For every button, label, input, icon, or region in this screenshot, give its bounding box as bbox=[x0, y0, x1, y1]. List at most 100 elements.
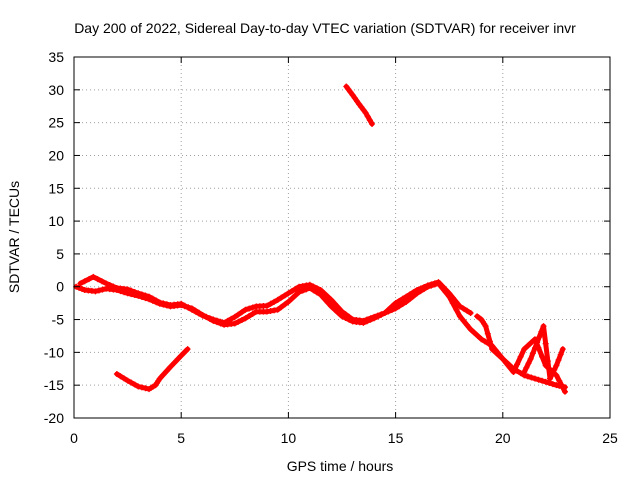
data-point bbox=[138, 291, 145, 298]
data-point bbox=[221, 319, 228, 326]
data-point bbox=[399, 301, 406, 308]
data-point bbox=[98, 278, 105, 285]
data-point bbox=[281, 301, 288, 308]
data-point bbox=[503, 360, 510, 367]
data-point bbox=[113, 371, 120, 378]
data-point bbox=[288, 295, 295, 302]
data-point bbox=[374, 312, 381, 319]
data-point bbox=[453, 299, 460, 306]
data-point bbox=[366, 117, 373, 124]
data-point bbox=[542, 378, 549, 385]
data-point bbox=[385, 306, 392, 313]
data-point bbox=[453, 306, 460, 313]
data-point bbox=[131, 288, 138, 295]
data-point bbox=[263, 302, 270, 309]
data-point bbox=[271, 307, 278, 314]
data-point bbox=[92, 288, 99, 295]
data-point bbox=[285, 290, 292, 297]
data-point bbox=[367, 315, 374, 322]
data-point bbox=[339, 308, 345, 315]
data-point bbox=[281, 292, 288, 299]
data-point bbox=[94, 276, 101, 283]
data-point bbox=[535, 376, 542, 383]
data-point bbox=[521, 369, 528, 376]
data-point bbox=[238, 316, 245, 323]
data-point bbox=[559, 383, 566, 390]
data-point bbox=[185, 304, 192, 311]
data-point bbox=[481, 338, 488, 345]
data-point bbox=[546, 379, 553, 386]
data-point bbox=[396, 297, 403, 304]
y-axis-label: SDTVAR / TECUs bbox=[6, 181, 22, 293]
data-point bbox=[514, 361, 521, 368]
data-point bbox=[217, 318, 224, 325]
data-point bbox=[142, 385, 149, 392]
data-point bbox=[156, 299, 163, 306]
data-point bbox=[135, 290, 142, 297]
data-point bbox=[406, 291, 413, 298]
data-point bbox=[561, 388, 568, 395]
data-point bbox=[131, 381, 138, 388]
data-point bbox=[378, 311, 385, 318]
data-point bbox=[274, 306, 281, 313]
data-point bbox=[271, 298, 278, 305]
data-point bbox=[124, 377, 131, 384]
data-point bbox=[242, 315, 249, 322]
data-point bbox=[364, 113, 371, 120]
data-point bbox=[306, 281, 313, 288]
data-point bbox=[199, 312, 206, 319]
data-point bbox=[431, 280, 438, 287]
data-point bbox=[456, 303, 463, 310]
data-point bbox=[249, 310, 256, 317]
data-point bbox=[362, 109, 369, 116]
y-tick-label: 5 bbox=[56, 246, 64, 262]
data-point bbox=[360, 317, 367, 324]
data-point bbox=[523, 364, 530, 371]
data-point bbox=[324, 293, 331, 300]
series-high-track bbox=[343, 83, 376, 127]
data-point bbox=[521, 346, 528, 353]
data-point bbox=[449, 294, 456, 301]
data-point bbox=[224, 317, 231, 324]
data-point bbox=[81, 278, 88, 285]
data-point bbox=[160, 371, 167, 378]
data-point bbox=[506, 364, 513, 371]
data-point bbox=[540, 323, 547, 330]
x-tick-label: 20 bbox=[495, 430, 511, 446]
data-point bbox=[417, 285, 424, 292]
data-point bbox=[296, 283, 303, 290]
data-point bbox=[403, 298, 410, 305]
data-point bbox=[439, 282, 446, 289]
data-point bbox=[482, 323, 489, 330]
data-point bbox=[321, 290, 328, 297]
data-point bbox=[288, 288, 295, 295]
data-point bbox=[246, 313, 253, 320]
data-point bbox=[421, 283, 428, 290]
data-point bbox=[278, 294, 285, 301]
data-point bbox=[110, 283, 117, 290]
data-point bbox=[464, 322, 471, 329]
data-point bbox=[263, 308, 270, 315]
data-point bbox=[410, 289, 417, 296]
data-point bbox=[138, 384, 145, 391]
data-point bbox=[524, 342, 531, 349]
data-point bbox=[354, 98, 361, 105]
data-point bbox=[525, 360, 532, 367]
data-point bbox=[549, 371, 556, 378]
data-point bbox=[424, 282, 431, 289]
series-offset-track bbox=[77, 273, 474, 326]
data-point bbox=[285, 298, 292, 305]
y-tick-label: 20 bbox=[48, 147, 64, 163]
data-point bbox=[213, 317, 220, 324]
data-point bbox=[106, 281, 113, 288]
data-point bbox=[371, 313, 378, 320]
data-point bbox=[331, 300, 338, 307]
data-point bbox=[142, 292, 149, 299]
data-point bbox=[349, 92, 356, 99]
data-point bbox=[249, 304, 256, 311]
data-point bbox=[103, 280, 110, 287]
data-point bbox=[76, 284, 83, 291]
data-point bbox=[149, 295, 156, 302]
data-point bbox=[117, 373, 124, 380]
